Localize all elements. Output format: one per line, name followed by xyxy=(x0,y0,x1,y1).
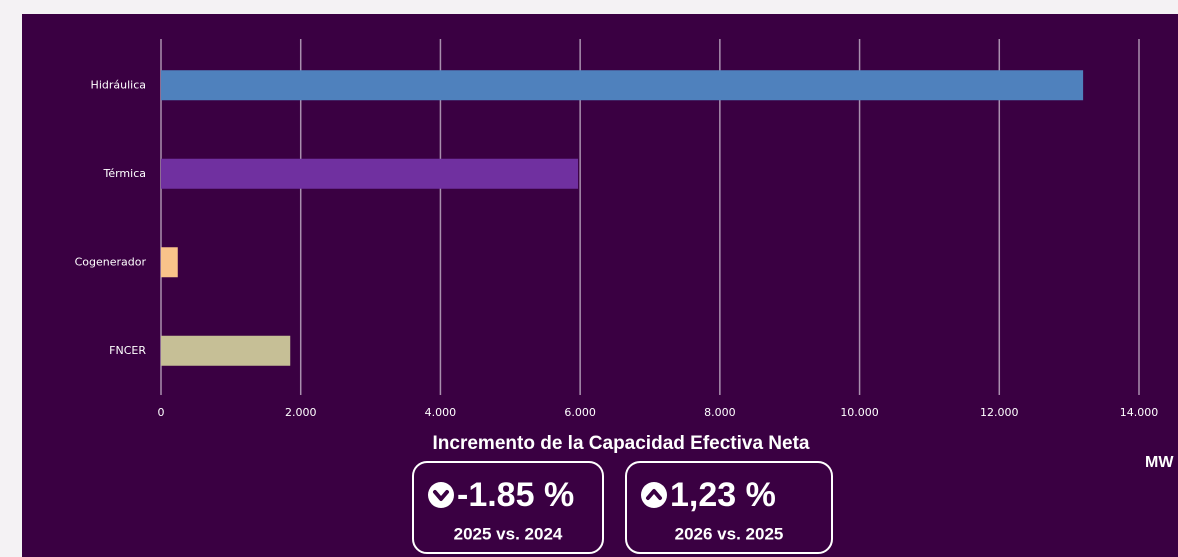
kpi-icon xyxy=(641,482,667,508)
x-tick-label: 4.000 xyxy=(425,406,457,419)
kpi-icon xyxy=(428,482,454,508)
y-tick-label: Cogenerador xyxy=(75,255,147,268)
bar xyxy=(161,335,291,366)
kpi-box xyxy=(625,461,833,554)
chart-title: Incremento de la Capacidad Efectiva Neta xyxy=(433,433,810,454)
x-axis-label: MW xyxy=(1145,454,1174,471)
x-tick-label: 8.000 xyxy=(704,406,736,419)
x-tick-label: 2.000 xyxy=(285,406,317,419)
kpi-label: 2026 vs. 2025 xyxy=(675,524,784,543)
bar xyxy=(161,247,178,278)
x-tick-label: 10.000 xyxy=(840,406,879,419)
kpi-box xyxy=(412,461,604,554)
y-tick-label: Hidráulica xyxy=(91,78,146,91)
x-tick-label: 14.000 xyxy=(1120,406,1159,419)
bar xyxy=(161,70,1084,101)
x-tick-label: 6.000 xyxy=(564,406,596,419)
y-tick-label: FNCER xyxy=(109,344,146,357)
x-tick-label: 0 xyxy=(158,406,165,419)
bar xyxy=(161,158,579,189)
kpi-value: -1.85 % xyxy=(457,476,574,514)
y-tick-label: Térmica xyxy=(102,167,146,180)
kpi-value: 1,23 % xyxy=(670,476,776,514)
x-tick-label: 12.000 xyxy=(980,406,1019,419)
kpi-chevron xyxy=(433,490,449,501)
kpi-chevron xyxy=(646,489,662,500)
kpi-label: 2025 vs. 2024 xyxy=(454,524,563,543)
